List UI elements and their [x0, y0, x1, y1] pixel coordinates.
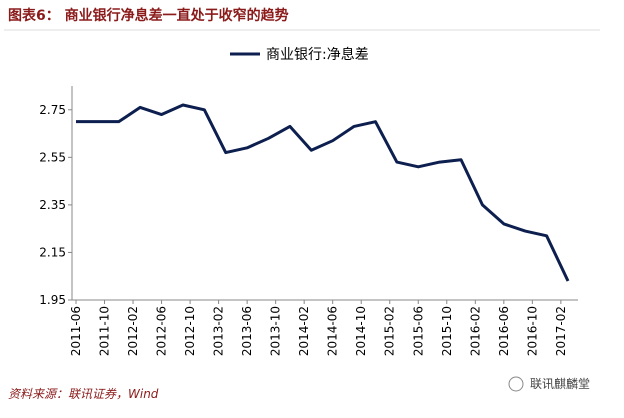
x-tick-label: 2011-10	[98, 306, 112, 356]
logo-text: 联讯麒麟堂	[530, 376, 590, 391]
x-tick-label: 2016-10	[525, 306, 539, 356]
logo-icon	[508, 376, 524, 392]
y-tick-label: 2.75	[39, 103, 66, 117]
y-tick-label: 2.55	[39, 150, 66, 164]
x-tick-label: 2012-06	[155, 306, 169, 356]
x-tick-label: 2015-06	[411, 306, 425, 356]
source-note: 资料来源：联讯证券，Wind	[8, 387, 159, 401]
x-tick-label: 2011-06	[69, 306, 83, 356]
x-tick-label: 2017-02	[554, 306, 568, 356]
y-tick-label: 1.95	[39, 293, 66, 307]
x-tick-label: 2015-02	[383, 306, 397, 356]
x-tick-label: 2014-02	[297, 306, 311, 356]
legend-label: 商业银行:净息差	[266, 46, 369, 63]
x-tick-label: 2015-10	[440, 306, 454, 356]
x-tick-label: 2012-02	[126, 306, 140, 356]
y-tick-label: 2.35	[39, 198, 66, 212]
x-tick-label: 2013-06	[240, 306, 254, 356]
chart-title: 图表6： 商业银行净息差一直处于收窄的趋势	[8, 7, 289, 24]
x-tick-label: 2013-02	[212, 306, 226, 356]
x-tick-label: 2013-10	[269, 306, 283, 356]
x-tick-label: 2014-06	[326, 306, 340, 356]
x-tick-label: 2016-06	[497, 306, 511, 356]
series-line	[76, 103, 570, 282]
y-tick-label: 2.15	[39, 245, 66, 259]
x-tick-label: 2014-10	[354, 306, 368, 356]
x-tick-label: 2016-02	[468, 306, 482, 356]
x-tick-label: 2012-10	[183, 306, 197, 356]
